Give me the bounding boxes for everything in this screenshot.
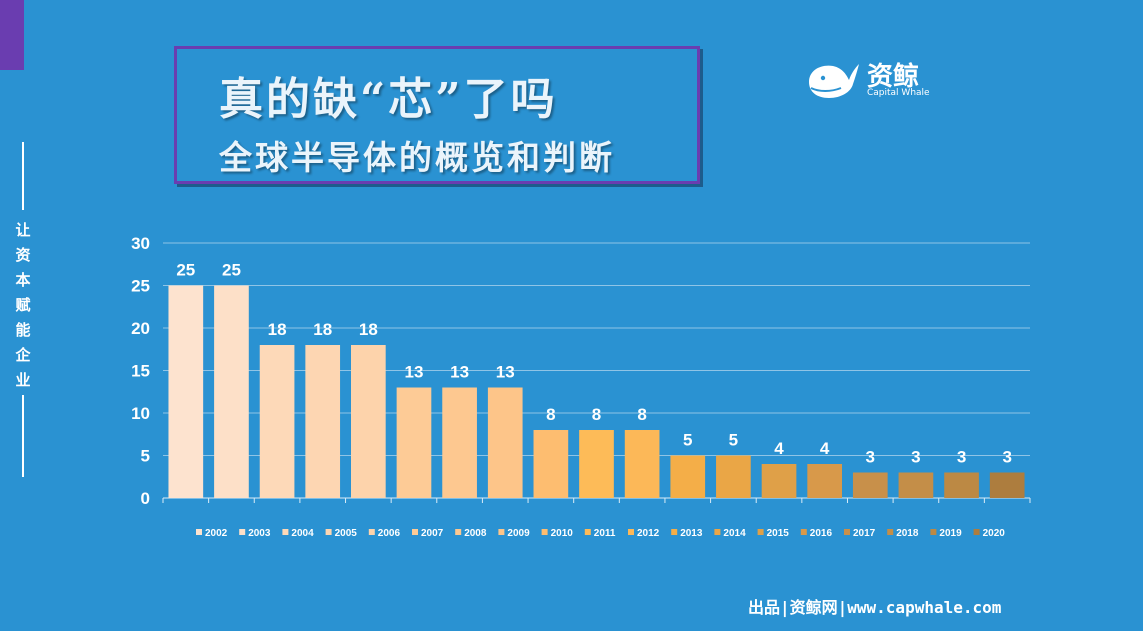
legend-swatch — [196, 529, 202, 535]
side-line-bottom — [22, 395, 24, 477]
data-label: 3 — [866, 448, 875, 467]
legend-label: 2012 — [637, 528, 660, 539]
data-label: 13 — [405, 363, 424, 382]
bar — [305, 345, 341, 498]
bar — [898, 472, 934, 498]
title-line-2: 全球半导体的概览和判断 — [219, 138, 615, 177]
bar — [168, 285, 204, 498]
data-label: 3 — [911, 448, 920, 467]
bar — [852, 472, 888, 498]
legend-swatch — [714, 529, 721, 535]
legend-swatch — [498, 529, 505, 535]
y-tick-label: 10 — [131, 404, 150, 423]
data-label: 3 — [1002, 448, 1011, 467]
bar — [259, 345, 295, 498]
bar — [761, 464, 797, 498]
legend-label: 2004 — [291, 528, 314, 539]
data-label: 13 — [450, 363, 469, 382]
legend-label: 2019 — [939, 528, 962, 539]
legend-swatch — [930, 529, 937, 535]
data-label: 25 — [222, 261, 241, 280]
legend-label: 2003 — [248, 528, 271, 539]
legend-swatch — [844, 529, 850, 535]
legend-swatch — [325, 529, 332, 535]
corner-accent — [0, 0, 24, 70]
data-label: 8 — [546, 405, 555, 424]
bar — [989, 472, 1025, 498]
bar — [716, 455, 751, 498]
side-vertical-text: 让资本赋能企业 — [15, 221, 31, 389]
data-label: 13 — [496, 363, 515, 382]
data-label: 8 — [637, 405, 646, 424]
data-label: 4 — [820, 439, 830, 458]
bar — [807, 464, 842, 498]
legend-label: 2008 — [464, 528, 487, 539]
legend-label: 2006 — [378, 528, 401, 539]
legend-swatch — [282, 529, 289, 535]
title-box: 真的缺“芯”了吗 全球半导体的概览和判断 — [174, 46, 700, 184]
legend-swatch — [973, 529, 980, 535]
legend-swatch — [541, 529, 548, 535]
legend-swatch — [455, 529, 462, 535]
legend-label: 2009 — [507, 528, 530, 539]
legend-label: 2011 — [594, 528, 616, 539]
bar — [351, 345, 386, 498]
data-label: 25 — [176, 261, 195, 280]
legend-label: 2002 — [205, 528, 228, 539]
y-tick-label: 20 — [131, 319, 150, 338]
bar — [670, 455, 706, 498]
data-label: 8 — [592, 405, 601, 424]
bar — [487, 387, 523, 498]
legend-label: 2007 — [421, 528, 444, 539]
data-label: 18 — [268, 320, 287, 339]
legend-swatch — [671, 529, 678, 535]
legend-label: 2005 — [335, 528, 358, 539]
y-tick-label: 0 — [141, 489, 150, 508]
legend-label: 2020 — [983, 528, 1006, 539]
legend-swatch — [800, 529, 807, 535]
footer-credit: 出品|资鲸网|www.capwhale.com — [748, 598, 1002, 617]
bar — [944, 472, 979, 498]
y-tick-label: 15 — [131, 362, 150, 381]
legend-label: 2018 — [896, 528, 919, 539]
legend-label: 2015 — [767, 528, 790, 539]
legend-swatch — [757, 529, 764, 535]
legend-label: 2013 — [680, 528, 703, 539]
logo: 资鲸 Capital Whale — [805, 56, 945, 102]
legend-swatch — [239, 529, 246, 535]
title-line-1: 真的缺“芯”了吗 — [219, 74, 558, 125]
bar — [396, 387, 432, 498]
logo-subtitle: Capital Whale — [867, 88, 930, 98]
y-tick-label: 5 — [141, 447, 150, 466]
legend-label: 2014 — [723, 528, 746, 539]
bar — [214, 285, 249, 498]
legend-swatch — [887, 529, 894, 535]
y-tick-label: 25 — [131, 277, 150, 296]
bar — [442, 387, 477, 498]
y-tick-label: 30 — [131, 234, 150, 253]
data-label: 4 — [774, 439, 784, 458]
data-label: 18 — [313, 320, 332, 339]
whale-icon — [809, 64, 859, 98]
bar — [624, 430, 660, 498]
legend-label: 2016 — [810, 528, 833, 539]
logo-name: 资鲸 — [867, 62, 920, 92]
legend-swatch — [368, 529, 375, 535]
legend-swatch — [628, 529, 634, 535]
data-label: 3 — [957, 448, 966, 467]
data-label: 18 — [359, 320, 378, 339]
data-label: 5 — [729, 431, 738, 450]
data-label: 5 — [683, 431, 692, 450]
bar — [579, 430, 614, 498]
side-line-top — [22, 142, 24, 210]
legend-swatch — [584, 529, 591, 535]
legend-label: 2010 — [551, 528, 574, 539]
bar — [533, 430, 569, 498]
legend-swatch — [412, 529, 418, 535]
legend-label: 2017 — [853, 528, 876, 539]
